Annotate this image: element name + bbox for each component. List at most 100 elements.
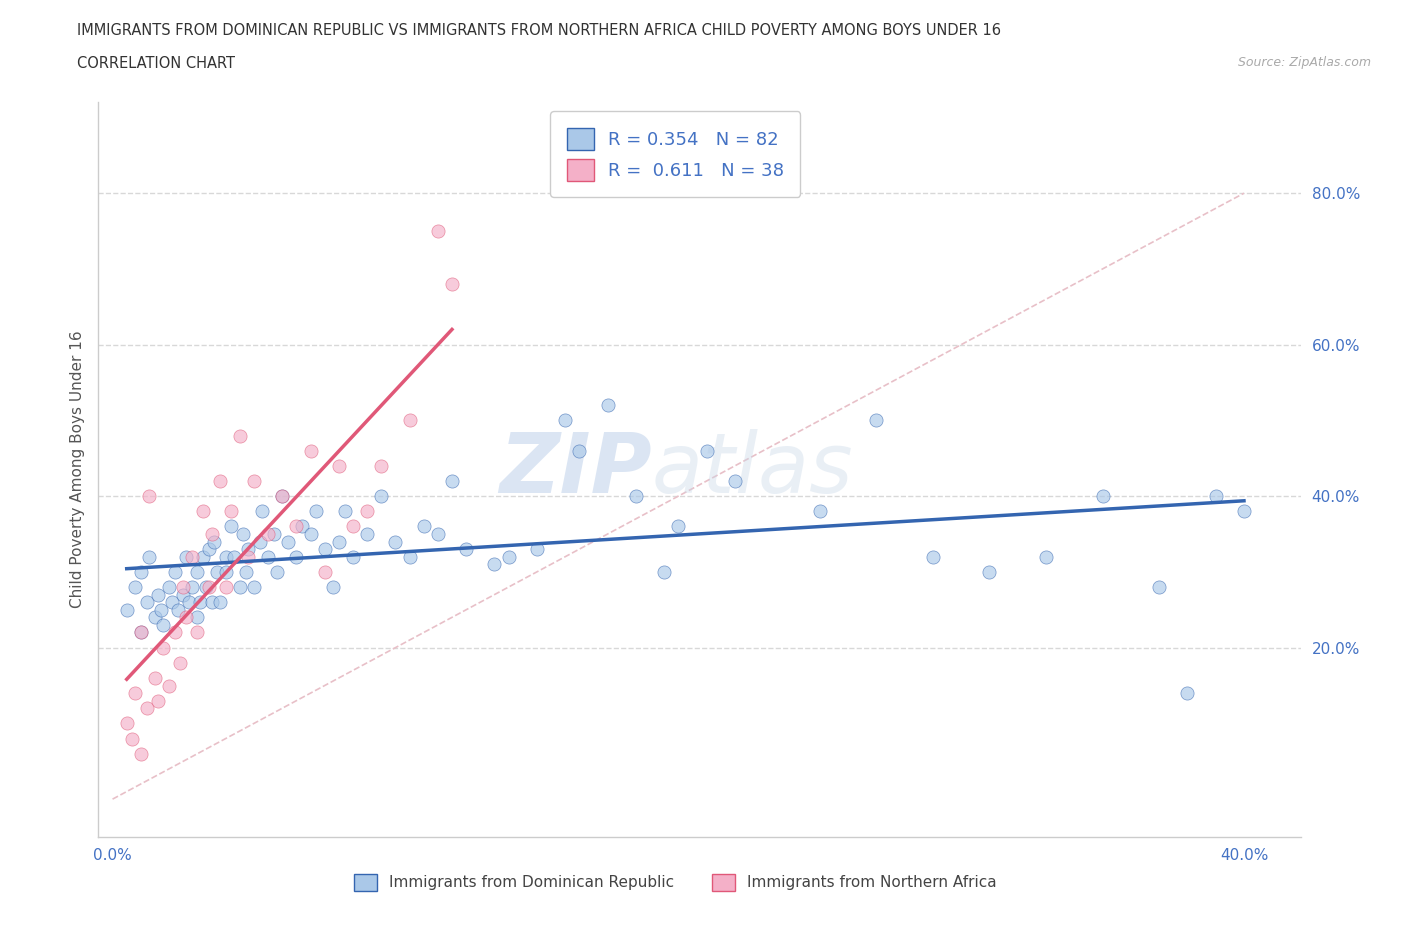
Point <box>157 579 180 594</box>
Point <box>143 610 166 625</box>
Point <box>596 398 619 413</box>
Point <box>285 519 308 534</box>
Text: atlas: atlas <box>651 429 853 511</box>
Point <box>356 504 378 519</box>
Point <box>152 618 174 632</box>
Point <box>180 579 202 594</box>
Point <box>291 519 314 534</box>
Point <box>115 716 138 731</box>
Point <box>249 534 271 549</box>
Point <box>652 565 675 579</box>
Point <box>157 678 180 693</box>
Point <box>865 413 887 428</box>
Point <box>197 542 219 557</box>
Point <box>186 565 208 579</box>
Point <box>342 519 364 534</box>
Point <box>172 579 194 594</box>
Point <box>172 587 194 602</box>
Point <box>177 595 200 610</box>
Point <box>1177 685 1199 700</box>
Point <box>263 526 285 541</box>
Point <box>1147 579 1170 594</box>
Point <box>138 550 160 565</box>
Point <box>186 610 208 625</box>
Point <box>138 489 160 504</box>
Point <box>235 565 257 579</box>
Text: IMMIGRANTS FROM DOMINICAN REPUBLIC VS IMMIGRANTS FROM NORTHERN AFRICA CHILD POVE: IMMIGRANTS FROM DOMINICAN REPUBLIC VS IM… <box>77 23 1001 38</box>
Legend: Immigrants from Dominican Republic, Immigrants from Northern Africa: Immigrants from Dominican Republic, Immi… <box>342 862 1010 903</box>
Point <box>921 550 943 565</box>
Point <box>277 534 299 549</box>
Point <box>1233 504 1256 519</box>
Point <box>163 565 186 579</box>
Point <box>412 519 434 534</box>
Point <box>215 565 238 579</box>
Point <box>314 542 336 557</box>
Point <box>129 625 152 640</box>
Point <box>166 603 188 618</box>
Point <box>979 565 1001 579</box>
Point <box>1035 550 1057 565</box>
Point <box>115 603 138 618</box>
Point <box>238 542 260 557</box>
Point <box>285 550 308 565</box>
Point <box>238 550 260 565</box>
Point <box>257 526 280 541</box>
Text: ZIP: ZIP <box>499 429 651 511</box>
Point <box>149 603 172 618</box>
Point <box>160 595 183 610</box>
Point <box>271 489 294 504</box>
Point <box>152 640 174 655</box>
Point <box>328 458 350 473</box>
Point <box>342 550 364 565</box>
Point <box>305 504 328 519</box>
Point <box>299 526 322 541</box>
Point <box>384 534 406 549</box>
Point <box>252 504 274 519</box>
Point <box>808 504 831 519</box>
Point <box>526 542 548 557</box>
Point <box>174 550 197 565</box>
Point <box>666 519 689 534</box>
Point <box>724 473 747 488</box>
Point <box>426 526 449 541</box>
Point <box>266 565 288 579</box>
Point <box>191 504 214 519</box>
Point <box>328 534 350 549</box>
Point <box>271 489 294 504</box>
Point <box>322 579 344 594</box>
Point <box>209 473 232 488</box>
Point <box>146 693 169 708</box>
Point <box>205 565 228 579</box>
Point <box>398 550 420 565</box>
Point <box>370 458 392 473</box>
Point <box>498 550 520 565</box>
Point <box>232 526 254 541</box>
Point <box>440 276 463 291</box>
Point <box>229 428 252 443</box>
Text: Source: ZipAtlas.com: Source: ZipAtlas.com <box>1237 56 1371 69</box>
Point <box>398 413 420 428</box>
Point <box>257 550 280 565</box>
Point <box>440 473 463 488</box>
Point <box>1091 489 1114 504</box>
Point <box>314 565 336 579</box>
Point <box>188 595 211 610</box>
Point <box>169 656 191 671</box>
Point <box>356 526 378 541</box>
Point <box>456 542 478 557</box>
Point <box>200 595 222 610</box>
Point <box>568 444 591 458</box>
Point <box>124 579 146 594</box>
Point <box>129 565 152 579</box>
Point <box>696 444 718 458</box>
Point <box>243 473 266 488</box>
Point <box>209 595 232 610</box>
Point <box>121 731 143 746</box>
Point <box>215 579 238 594</box>
Point <box>215 550 238 565</box>
Point <box>1205 489 1227 504</box>
Point <box>202 534 225 549</box>
Point <box>194 579 217 594</box>
Point <box>221 504 243 519</box>
